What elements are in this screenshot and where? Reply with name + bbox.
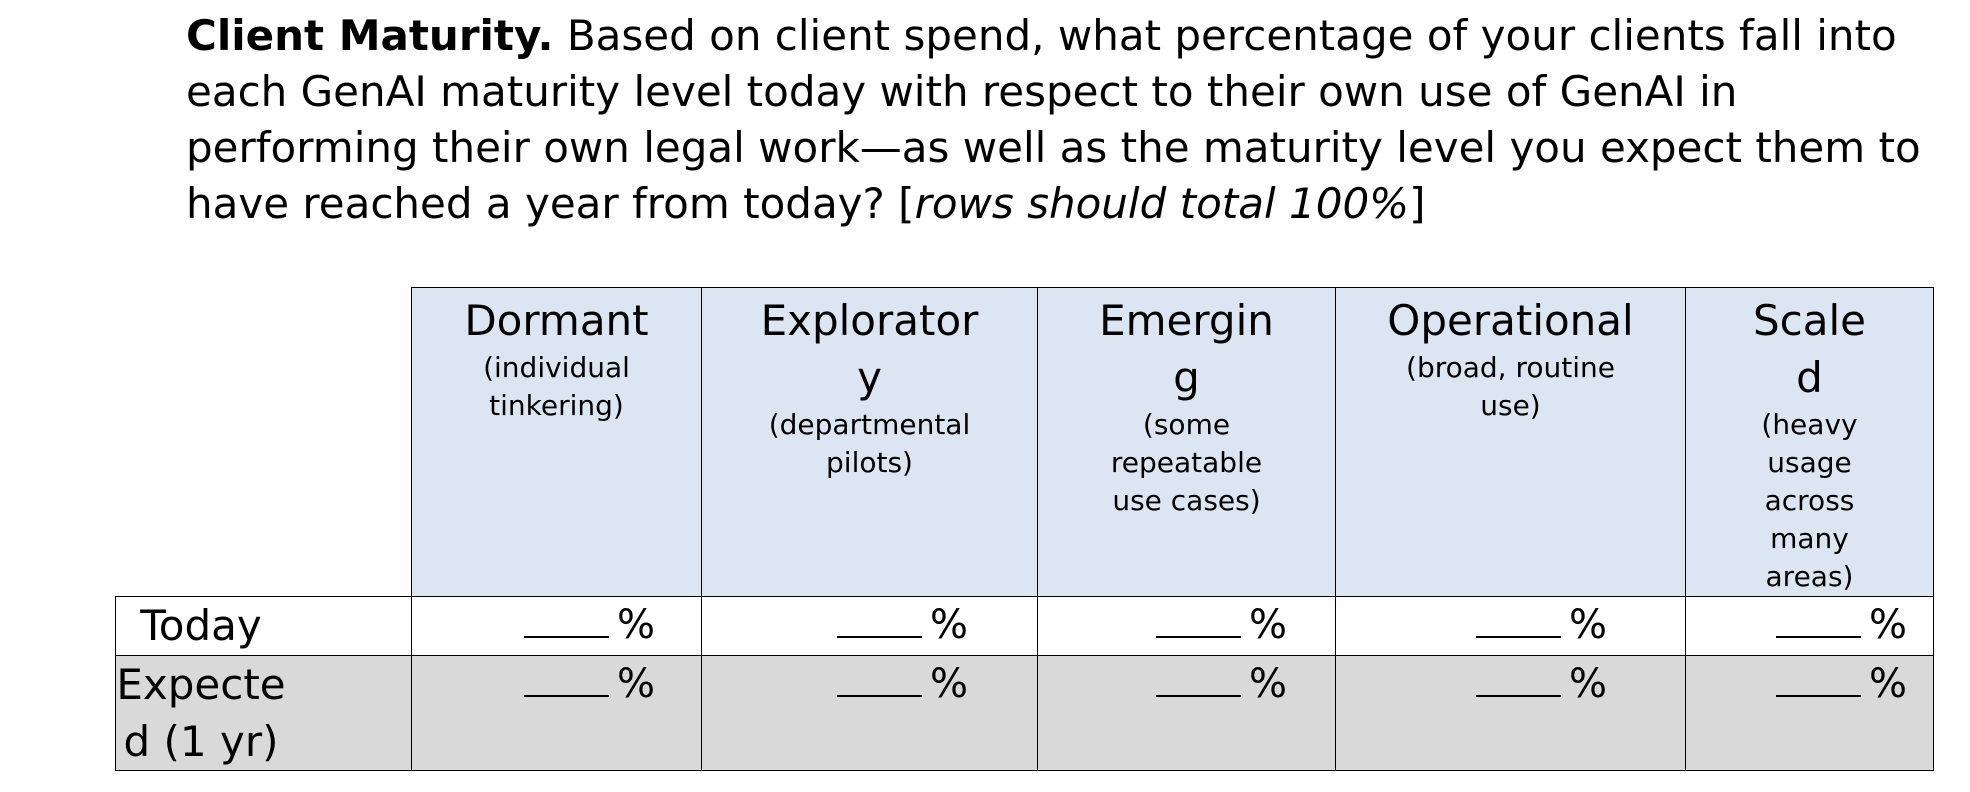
level-desc: (heavy usage across many areas): [1761, 408, 1858, 593]
table-row-expected: Expected (1 yr) % % % % %: [115, 655, 1934, 771]
level-header-exploratory: Exploratory (departmental pilots): [701, 287, 1038, 597]
level-name: Exploratory: [760, 296, 979, 402]
percent-field-operational-today[interactable]: %: [1335, 596, 1686, 656]
header-corner: [116, 288, 412, 597]
percent-field-emerging-today[interactable]: %: [1037, 596, 1336, 656]
percent-field-scaled-expected[interactable]: %: [1685, 655, 1934, 771]
row-label: Today: [115, 596, 412, 656]
level-name: Scaled: [1753, 296, 1866, 402]
level-header-emerging: Emerging (some repeatable use cases): [1037, 287, 1336, 597]
level-header-operational: Operational (broad, routine use): [1335, 287, 1686, 597]
percent-field-exploratory-expected[interactable]: %: [701, 655, 1038, 771]
level-name: Dormant: [464, 296, 649, 345]
level-desc: (some repeatable use cases): [1110, 408, 1263, 517]
percent-field-dormant-today[interactable]: %: [411, 596, 702, 656]
table-row-today: Today % % % % %: [115, 596, 1934, 656]
question-close: ]: [1409, 179, 1426, 228]
percent-field-exploratory-today[interactable]: %: [701, 596, 1038, 656]
level-header-dormant: Dormant (individual tinkering): [411, 287, 702, 597]
level-desc: (departmental pilots): [768, 408, 971, 479]
question-lead: Client Maturity.: [186, 11, 554, 60]
question-note: rows should total 100%: [914, 179, 1410, 228]
percent-field-operational-expected[interactable]: %: [1335, 655, 1686, 771]
question-text: Client Maturity. Based on client spend, …: [186, 8, 1926, 232]
maturity-grid: Dormant (individual tinkering) Explorato…: [115, 287, 1934, 771]
row-label: Expected (1 yr): [115, 655, 412, 771]
level-name: Operational: [1387, 296, 1634, 345]
level-name: Emerging: [1099, 296, 1274, 402]
level-desc: (individual tinkering): [483, 351, 630, 422]
level-header-scaled: Scaled (heavy usage across many areas): [1685, 287, 1934, 597]
level-desc: (broad, routine use): [1406, 351, 1615, 422]
percent-field-dormant-expected[interactable]: %: [411, 655, 702, 771]
percent-field-scaled-today[interactable]: %: [1685, 596, 1934, 656]
percent-field-emerging-expected[interactable]: %: [1037, 655, 1336, 771]
question-body: Based on client spend, what percentage o…: [186, 11, 1921, 228]
